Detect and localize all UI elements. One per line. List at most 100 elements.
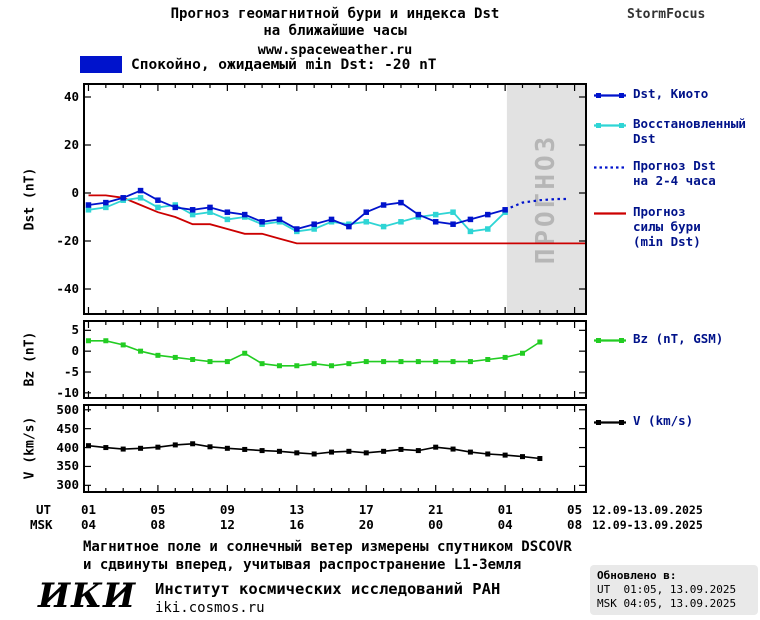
status-line: Спокойно, ожидаемый min Dst: -20 nT xyxy=(80,56,437,73)
ut-tick-label: 09 xyxy=(219,502,235,517)
series-marker xyxy=(276,363,282,369)
series-marker xyxy=(103,204,109,211)
msk-tick-label: 00 xyxy=(428,517,444,532)
series-marker xyxy=(485,211,491,218)
series-marker xyxy=(432,219,439,225)
series-marker xyxy=(537,339,543,345)
brand-label: StormFocus xyxy=(627,7,706,22)
legend-swatch xyxy=(594,420,626,425)
legend-item-v: V (km/s) xyxy=(593,413,693,429)
series-marker xyxy=(450,221,456,227)
series-marker xyxy=(398,199,404,206)
series-marker xyxy=(520,350,525,356)
series-marker xyxy=(432,211,439,218)
ut-tick-label: 01 xyxy=(497,502,513,517)
series-marker xyxy=(172,354,178,360)
iki-logo: ИКИ xyxy=(38,576,137,616)
ut-tick-label: 13 xyxy=(289,502,305,517)
status-text: Спокойно, ожидаемый min Dst: -20 nT xyxy=(131,56,437,73)
series-marker xyxy=(224,216,231,223)
ut-tick-label: 01 xyxy=(80,502,96,517)
series-marker xyxy=(329,449,335,455)
series-marker xyxy=(450,209,456,215)
series-marker xyxy=(138,348,144,354)
page-subtitle: на ближайшие часы xyxy=(263,23,407,39)
legend-item-dst-kyoto: Dst, Киото xyxy=(593,86,708,102)
y-tick-label: -40 xyxy=(56,281,79,296)
series-marker xyxy=(467,359,473,365)
legend-label-dst-forecast: Прогноз Dst на 2-4 часа xyxy=(633,158,716,188)
series-marker xyxy=(85,338,91,344)
series-marker xyxy=(103,445,109,451)
y-tick-label: -20 xyxy=(56,233,79,248)
footer-note: Магнитное поле и солнечный ветер измерен… xyxy=(83,538,572,574)
legend-swatch xyxy=(594,212,626,215)
y-tick-label: 450 xyxy=(56,420,79,436)
series-marker xyxy=(537,456,543,462)
legend-item-bz: Bz (nT, GSM) xyxy=(593,331,723,347)
legend-label-dst-kyoto: Dst, Киото xyxy=(633,86,709,101)
ut-tick-label: 05 xyxy=(150,502,166,517)
series-marker xyxy=(138,445,144,451)
legend-item-dst-forecast: Прогноз Dst на 2-4 часа xyxy=(593,158,716,188)
legend-item-reconstructed-dst: Восстановленный Dst xyxy=(593,116,746,146)
y-tick-label: 40 xyxy=(63,89,79,104)
ut-tick-label: 05 xyxy=(567,502,583,517)
dst-chart-canvas: ПРОГНОЗ xyxy=(85,85,585,313)
series-marker xyxy=(224,359,230,365)
series-marker xyxy=(294,226,300,232)
series-marker xyxy=(155,352,161,358)
y-tick-label: 500 xyxy=(56,401,79,417)
series-marker xyxy=(190,357,196,362)
spaceweather-link[interactable]: www.spaceweather.ru xyxy=(257,42,413,58)
series-marker xyxy=(363,219,369,225)
series-marker xyxy=(346,223,352,230)
series-marker xyxy=(398,359,404,365)
y-tick-label: 300 xyxy=(56,477,79,493)
series-marker xyxy=(415,211,422,218)
series-marker xyxy=(137,195,144,201)
msk-date-range: 12.09-13.09.2025 xyxy=(592,518,703,532)
series-marker xyxy=(450,446,456,452)
series-marker xyxy=(467,216,474,223)
series-marker xyxy=(120,342,126,348)
series-marker xyxy=(137,187,144,194)
series-marker xyxy=(189,211,196,218)
series-marker xyxy=(207,204,213,211)
institute-name: Институт космических исследований РАН xyxy=(155,580,501,598)
title-block: Прогноз геомагнитной бури и индекса Dst … xyxy=(70,6,600,58)
series-marker xyxy=(224,445,230,451)
series-marker xyxy=(467,449,473,455)
series-marker xyxy=(381,359,387,365)
institute-site-link[interactable]: iki.cosmos.ru xyxy=(155,600,265,616)
bz-chart-canvas xyxy=(85,322,585,397)
msk-tick-label: 04 xyxy=(497,517,513,532)
series-marker xyxy=(381,448,387,454)
status-color-swatch xyxy=(80,56,122,73)
updated-title: Обновлено в: xyxy=(597,569,677,582)
series-marker xyxy=(207,359,213,365)
series-marker xyxy=(85,207,92,213)
msk-tick-label: 16 xyxy=(289,517,305,532)
dst-y-axis-label: Dst (nT) xyxy=(22,167,38,231)
y-tick-label: 20 xyxy=(63,137,79,152)
y-tick-label: 350 xyxy=(56,458,79,474)
series-marker xyxy=(467,228,474,235)
series-marker xyxy=(450,359,456,365)
series-marker xyxy=(172,204,179,211)
series-marker xyxy=(502,207,508,213)
series-marker xyxy=(363,359,369,365)
series-marker xyxy=(485,357,491,362)
series-marker xyxy=(259,361,265,367)
series-marker xyxy=(433,444,439,450)
series-marker xyxy=(502,354,508,360)
y-tick-label: -10 xyxy=(56,384,79,400)
series-marker xyxy=(346,448,352,454)
series-marker xyxy=(172,442,178,448)
series-marker xyxy=(294,363,300,369)
series-marker xyxy=(207,209,213,215)
v-y-axis-label: V (km/s) xyxy=(22,416,38,480)
series-marker xyxy=(85,443,91,449)
ut-axis-prefix: UT xyxy=(36,502,52,517)
